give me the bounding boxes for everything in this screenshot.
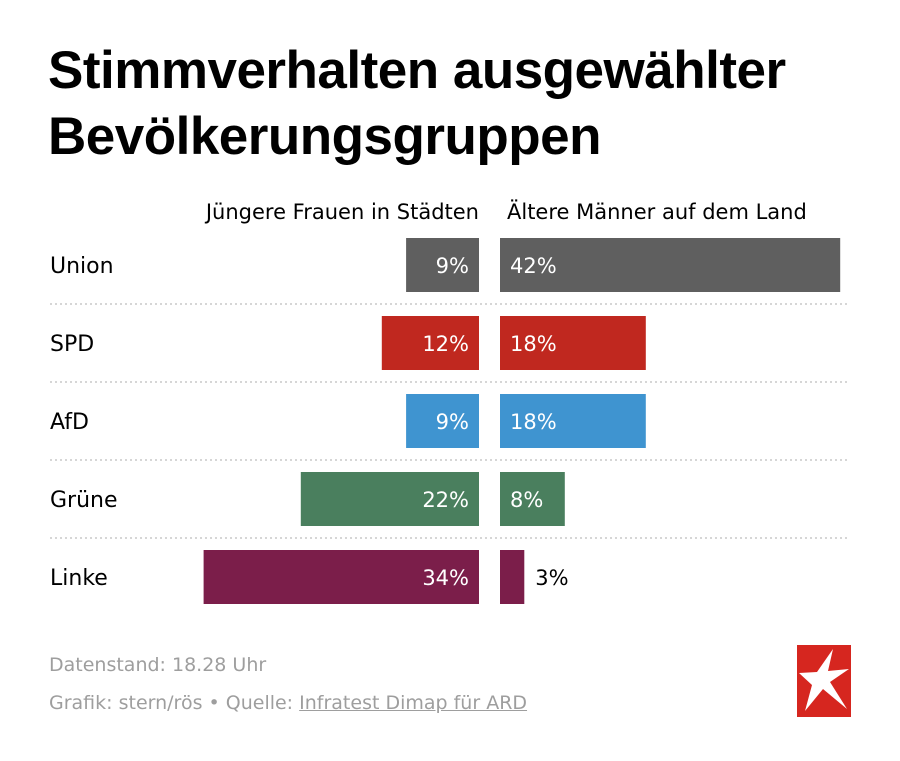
stern-logo-icon — [797, 645, 851, 717]
value-label-right-union: 42% — [510, 254, 557, 278]
chart-title: Stimmverhalten ausgewählter Bevölkerungs… — [48, 38, 868, 170]
value-label-left-union: 9% — [436, 254, 469, 278]
value-label-right-spd: 18% — [510, 332, 557, 356]
value-label-left-gr-ne: 22% — [422, 488, 469, 512]
bar-right-spd — [500, 316, 646, 370]
credit-prefix: Grafik: stern/rös • Quelle: — [49, 692, 300, 714]
source-link[interactable]: Infratest Dimap für ARD — [299, 692, 528, 714]
party-label-afd: AfD — [50, 410, 89, 435]
party-label-spd: SPD — [50, 332, 94, 357]
value-label-left-afd: 9% — [436, 410, 469, 434]
value-label-right-linke: 3% — [535, 566, 568, 590]
bar-left-linke — [203, 550, 479, 604]
party-label-gr-ne: Grüne — [50, 488, 118, 513]
value-label-left-linke: 34% — [422, 566, 469, 590]
value-label-right-gr-ne: 8% — [510, 488, 543, 512]
group-header-right: Ältere Männer auf dem Land — [507, 199, 807, 224]
credit-line: Grafik: stern/rös • Quelle: Infratest Di… — [49, 692, 527, 714]
group-header-left: Jüngere Frauen in Städten — [204, 200, 479, 224]
bar-left-spd — [381, 316, 479, 370]
bar-left-union — [406, 238, 479, 292]
bar-right-linke — [500, 550, 525, 604]
value-label-left-spd: 12% — [422, 332, 469, 356]
bar-right-union — [500, 238, 841, 292]
bar-right-afd — [500, 394, 646, 448]
data-status: Datenstand: 18.28 Uhr — [49, 654, 267, 676]
party-label-linke: Linke — [50, 566, 108, 591]
diverging-bar-chart: Jüngere Frauen in Städten Ältere Männer a… — [50, 199, 849, 604]
chart-title-line2: Bevölkerungsgruppen — [48, 107, 601, 166]
bar-left-gr-ne — [300, 472, 479, 526]
chart-title-line1: Stimmverhalten ausgewählter — [48, 41, 786, 100]
party-label-union: Union — [50, 254, 114, 279]
bar-right-gr-ne — [500, 472, 565, 526]
value-label-right-afd: 18% — [510, 410, 557, 434]
bar-left-afd — [406, 394, 479, 448]
